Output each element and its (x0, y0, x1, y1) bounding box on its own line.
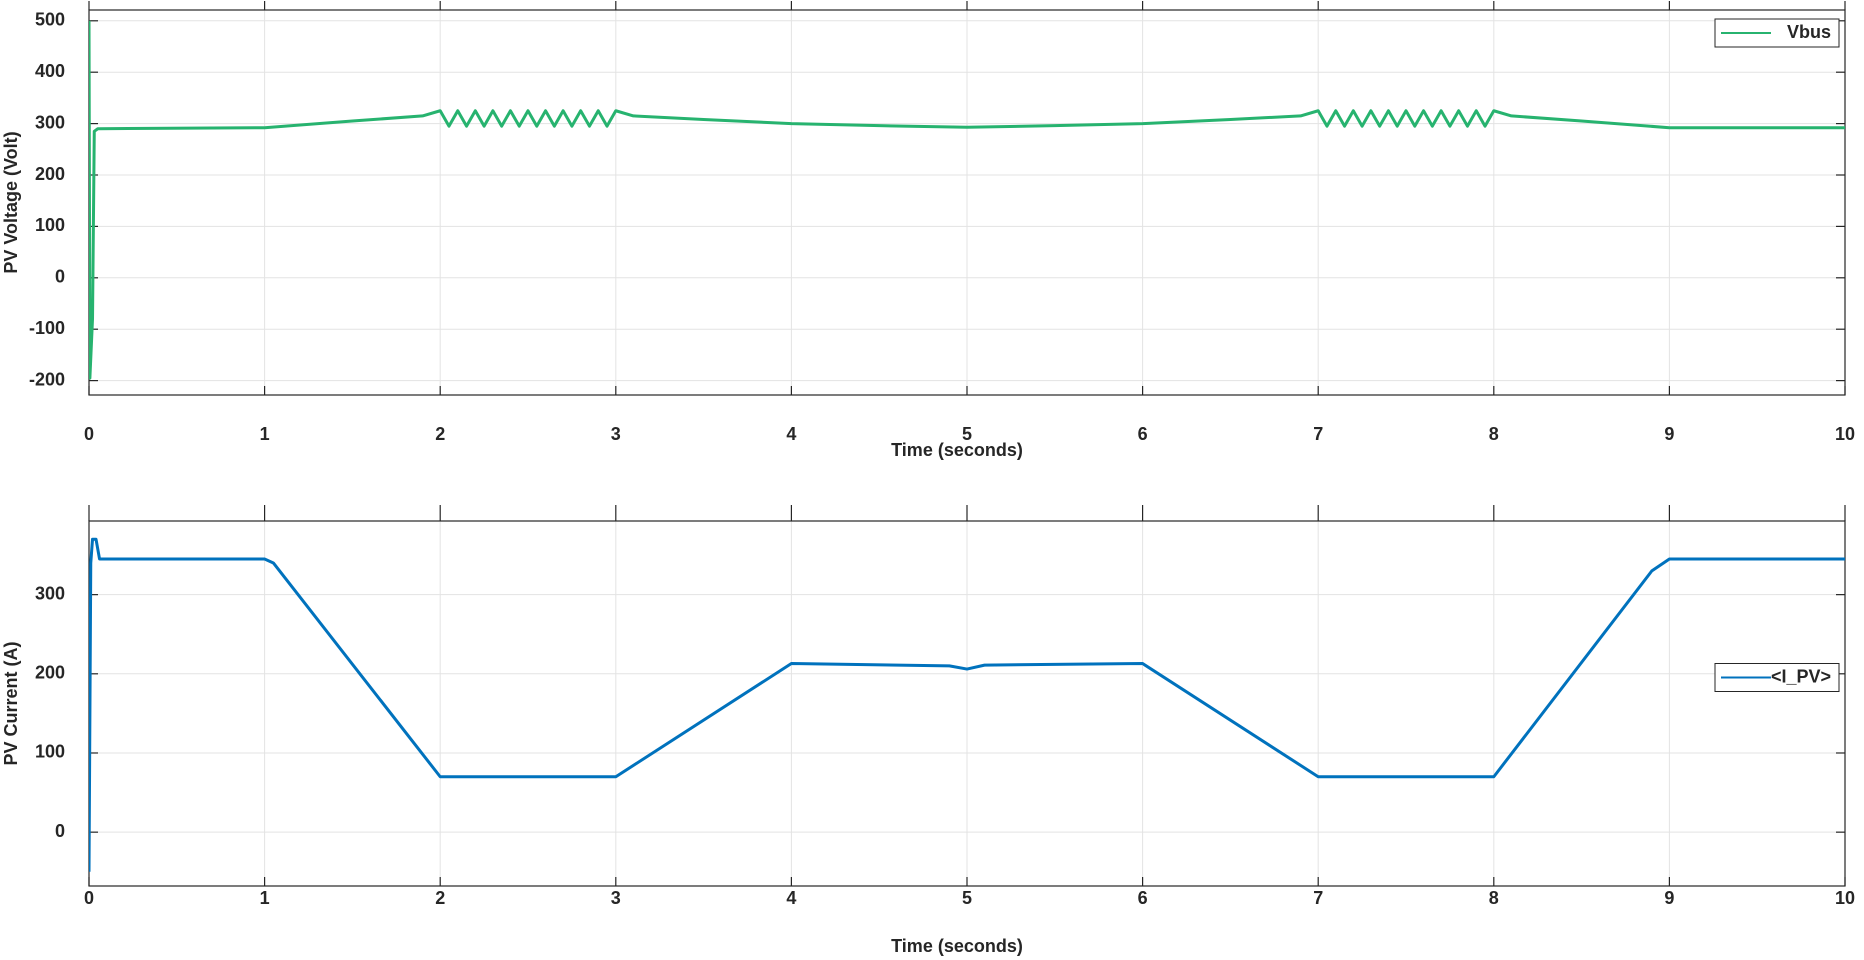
y-tick-label: -200 (29, 369, 65, 389)
y-tick-label: 300 (35, 583, 65, 603)
legend-label: <I_PV> (1771, 666, 1831, 686)
series-line (89, 20, 1845, 380)
x-axis-label: Time (seconds) (891, 440, 1023, 460)
plot-area (89, 537, 1845, 872)
x-tick-label: 4 (786, 424, 796, 444)
x-tick-label: 5 (962, 424, 972, 444)
y-tick-label: 100 (35, 742, 65, 762)
x-tick-label: 0 (84, 888, 94, 908)
x-tick-label: 2 (435, 888, 445, 908)
y-axis-label: PV Current (A) (1, 641, 21, 765)
series-line (89, 537, 1845, 872)
x-tick-label: 10 (1835, 424, 1855, 444)
y-tick-label: 0 (55, 267, 65, 287)
x-tick-label: 6 (1138, 888, 1148, 908)
x-tick-label: 4 (786, 888, 796, 908)
x-tick-label: 1 (260, 424, 270, 444)
legend: Vbus (1714, 18, 1840, 48)
x-tick-label: 0 (84, 424, 94, 444)
x-tick-label: 9 (1664, 888, 1674, 908)
y-tick-label: -100 (29, 318, 65, 338)
y-axis-label: PV Voltage (Volt) (1, 131, 21, 273)
legend: <I_PV> (1714, 663, 1840, 692)
legend-label: Vbus (1787, 22, 1831, 42)
y-tick-label: 0 (55, 821, 65, 841)
y-tick-label: 200 (35, 164, 65, 184)
chart: 0 1 2 3 4 5 6 7 8 9 10 -200 -100 0 100 200 300 400 500 Vbus… (1, 1, 1855, 460)
x-tick-label: 8 (1489, 888, 1499, 908)
x-tick-label: 3 (611, 888, 621, 908)
x-tick-label: 3 (611, 424, 621, 444)
x-tick-label: 2 (435, 424, 445, 444)
x-tick-label: 1 (260, 888, 270, 908)
x-tick-label: 10 (1835, 888, 1855, 908)
x-tick-label: 7 (1313, 888, 1323, 908)
y-tick-label: 400 (35, 61, 65, 81)
x-tick-label: 8 (1489, 424, 1499, 444)
x-tick-label: 7 (1313, 424, 1323, 444)
y-tick-label: 500 (35, 10, 65, 30)
x-axis-label: Time (seconds) (891, 936, 1023, 956)
x-tick-label: 5 (962, 888, 972, 908)
y-tick-label: 200 (35, 663, 65, 683)
x-tick-label: 9 (1664, 424, 1674, 444)
plot-area (89, 20, 1845, 380)
y-tick-label: 300 (35, 112, 65, 132)
x-tick-label: 6 (1138, 424, 1148, 444)
y-tick-label: 100 (35, 215, 65, 235)
